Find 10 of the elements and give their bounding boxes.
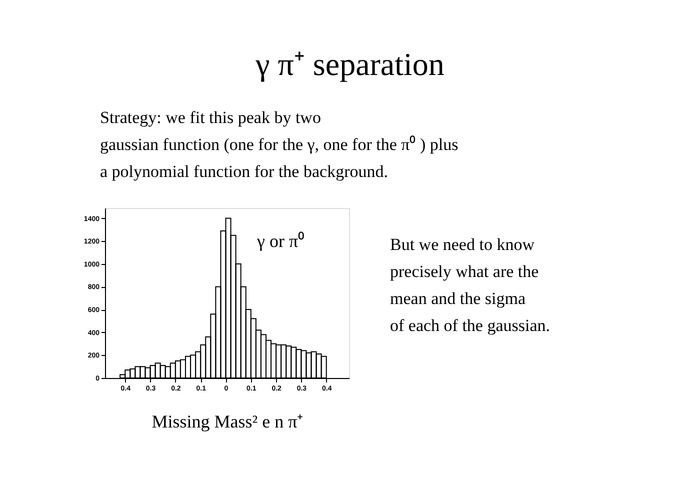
- text: gaussian function (one for the γ, one for the π⁰ ) plus: [100, 135, 458, 154]
- chart-title: γ π⁺ separation: [254, 46, 444, 82]
- text: a polynomial function for the background.: [100, 162, 388, 181]
- text: precisely what are the: [390, 262, 539, 281]
- text: mean and the sigma: [390, 289, 526, 308]
- text: of each of the gaussian.: [390, 316, 550, 335]
- text: But we need to know: [390, 235, 536, 254]
- annotation: γ or π⁰: [256, 231, 304, 251]
- text: Strategy: we fit this peak by two: [100, 108, 321, 127]
- x-axis-title: Missing Mass² e n π⁺: [152, 412, 304, 432]
